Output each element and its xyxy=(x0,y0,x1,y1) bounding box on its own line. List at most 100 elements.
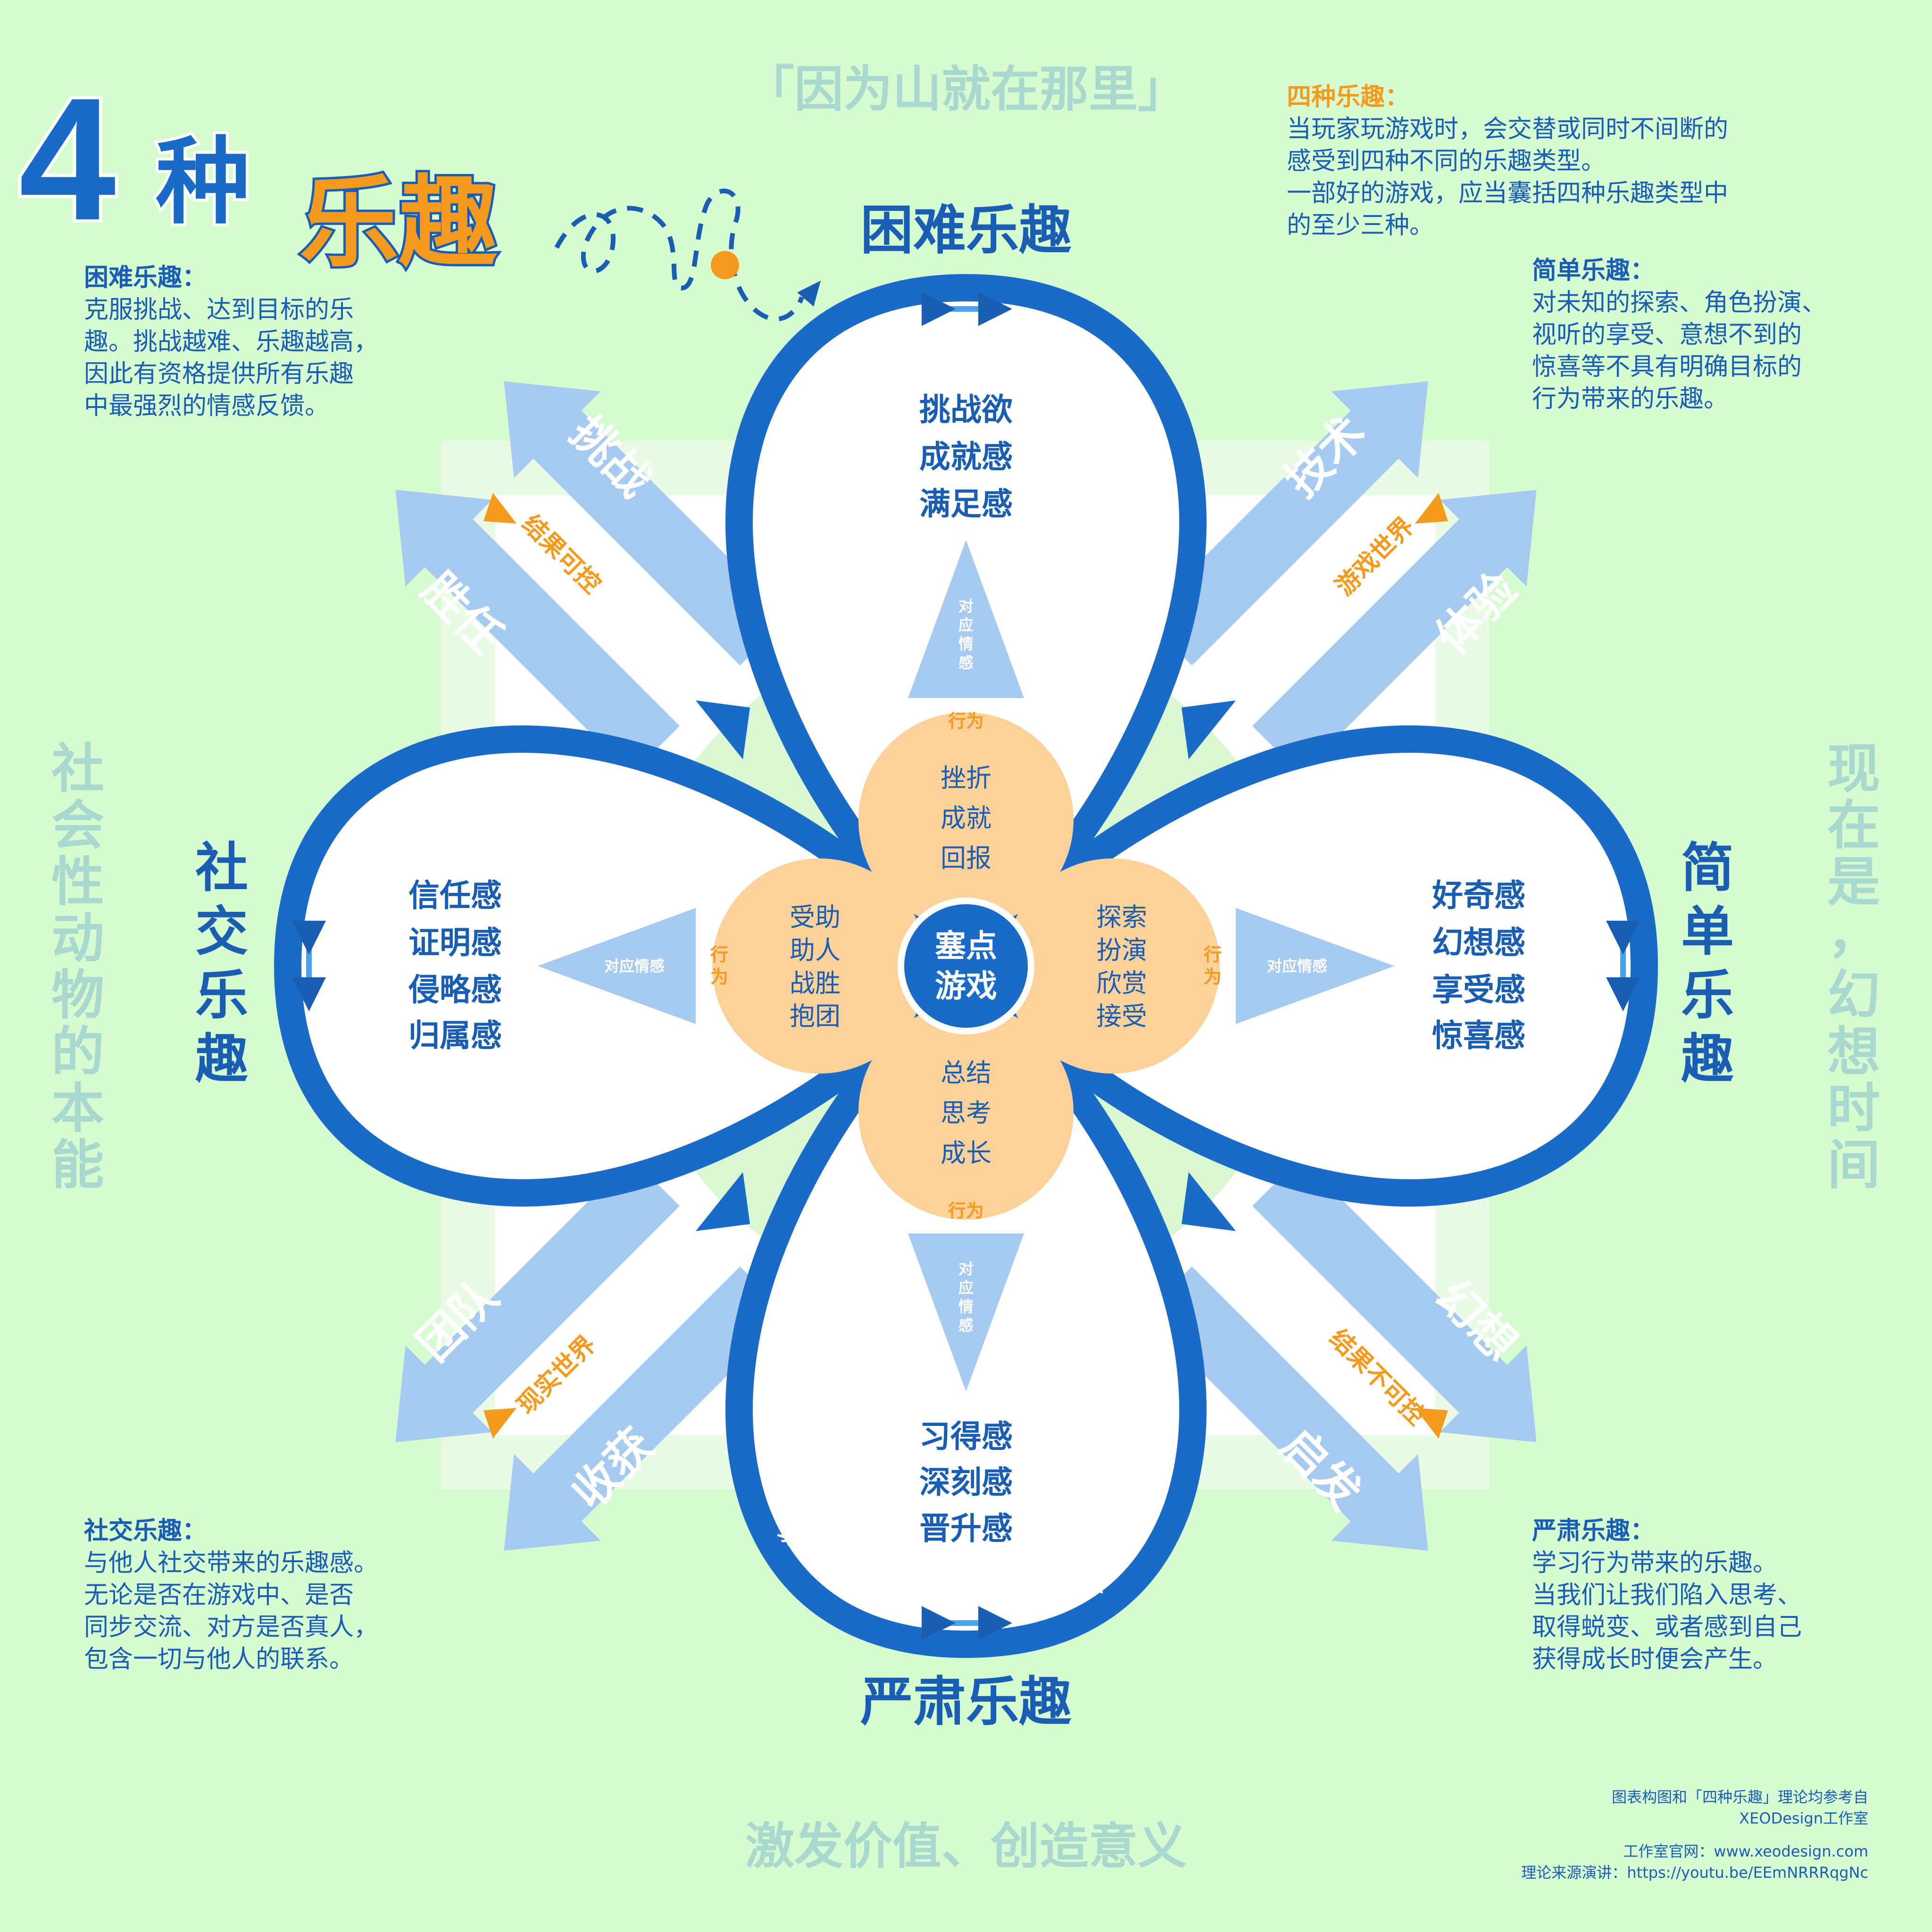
desc-hard-line: 因此有资格提供所有乐趣 xyxy=(84,360,354,388)
intro-line: 感受到四种不同的乐趣类型。 xyxy=(1287,147,1606,175)
behavior-label-easy-1: 行 xyxy=(1204,945,1222,965)
emotion-triangle-easy xyxy=(1236,908,1394,1024)
tag-sw-arrow-icon xyxy=(483,1408,516,1439)
behavior-hard-2: 回报 xyxy=(941,844,991,873)
behavior-hard-0: 挫折 xyxy=(941,764,991,792)
footer-website[interactable]: 工作室官网：www.xeodesign.com xyxy=(1623,1842,1868,1860)
arrow-nw-inner xyxy=(395,490,680,774)
emotion-serious-0: 习得感 xyxy=(919,1419,1013,1454)
behavior-easy-2: 欣赏 xyxy=(1096,969,1147,998)
triangle-sw-icon xyxy=(696,1172,750,1231)
main-heading: 4 种 乐趣 xyxy=(16,58,821,322)
behavior-easy-3: 接受 xyxy=(1096,1002,1147,1031)
intro-block: 四种乐趣： 当玩家玩游戏时，会交替或同时不间断的 感受到四种不同的乐趣类型。 一… xyxy=(1287,81,1728,242)
desc-serious-line: 当我们让我们陷入思考、 xyxy=(1532,1581,1802,1609)
emotion-hard-2: 满足感 xyxy=(919,486,1013,521)
tag-ne-arrow-icon xyxy=(1415,493,1448,524)
desc-easy-line: 视听的享受、意想不到的 xyxy=(1532,321,1802,349)
behavior-easy-0: 探索 xyxy=(1096,903,1147,932)
quote-top: 「因为山就在那里」 xyxy=(745,62,1187,117)
emotion-hard-0: 挑战欲 xyxy=(919,392,1013,427)
side-left-char-6: 本 xyxy=(51,1079,104,1138)
desc-easy-line: 惊喜等不具有明确目标的 xyxy=(1532,353,1802,381)
heading-fun: 乐趣 xyxy=(300,167,498,278)
side-left-char-2: 性 xyxy=(51,853,104,912)
intro-line: 的至少三种。 xyxy=(1287,211,1434,240)
behavior-circle-serious xyxy=(858,1005,1074,1220)
emotion-label-hard-1: 对 xyxy=(958,598,974,615)
desc-serious-line: 取得蜕变、或者感到自己 xyxy=(1532,1613,1802,1641)
tag-nw-arrow-icon xyxy=(483,493,516,524)
behavior-label-easy-2: 为 xyxy=(1204,967,1222,987)
side-left-char-4: 物 xyxy=(51,966,104,1025)
side-left-char-7: 能 xyxy=(51,1136,104,1195)
intro-heading: 四种乐趣： xyxy=(1287,83,1410,111)
petal-title-social-1: 社 xyxy=(195,839,248,898)
emotion-triangle-serious xyxy=(908,1233,1024,1391)
desc-social-line: 包含一切与他人的联系。 xyxy=(84,1645,354,1674)
emotion-label-serious-4: 感 xyxy=(958,1317,974,1334)
desc-hard-line: 趣。挑战越难、乐趣越高， xyxy=(84,328,379,356)
side-left-char-5: 的 xyxy=(51,1023,104,1082)
center-line-1: 塞点 xyxy=(935,928,997,963)
arrow-ne-inner xyxy=(1252,490,1537,774)
arrow-nw-outer xyxy=(504,381,788,666)
desc-hard-line: 克服挑战、达到目标的乐 xyxy=(84,296,354,324)
footer-credit-1: 图表构图和「四种乐趣」理论均参考自 xyxy=(1611,1788,1868,1806)
emotion-label-easy: 对应情感 xyxy=(1267,958,1327,974)
slogan-bottom: 激发价值、创造意义 xyxy=(745,1819,1187,1874)
desc-hard-heading: 困难乐趣： xyxy=(84,264,207,292)
emotion-triangle-hard xyxy=(908,540,1024,698)
behavior-label-social-2: 为 xyxy=(710,967,728,987)
side-right-char-4: 幻 xyxy=(1827,966,1880,1025)
petal-title-hard: 困难乐趣 xyxy=(860,201,1072,260)
side-right-char-2: 是 xyxy=(1827,853,1880,912)
behavior-easy-1: 扮演 xyxy=(1096,936,1147,965)
petal-title-easy-2: 单 xyxy=(1681,902,1734,961)
desc-easy-heading: 简单乐趣： xyxy=(1532,257,1655,285)
behavior-hard-1: 成就 xyxy=(941,804,991,833)
emotion-serious-2: 晋升感 xyxy=(919,1511,1013,1546)
petal-title-serious: 严肃乐趣 xyxy=(860,1673,1072,1732)
behavior-circle-easy xyxy=(1005,858,1220,1074)
petal-title-easy-3: 乐 xyxy=(1681,966,1734,1025)
side-right-char-6: 时 xyxy=(1827,1079,1880,1138)
behavior-label-social-1: 行 xyxy=(710,945,728,965)
side-left-char-3: 动 xyxy=(51,909,104,968)
heading-orange-dot xyxy=(711,251,739,279)
side-right-char-5: 想 xyxy=(1827,1023,1880,1082)
arrow-ne-outer xyxy=(1144,381,1428,666)
behavior-serious-2: 成长 xyxy=(941,1139,991,1167)
behavior-label-serious: 行为 xyxy=(948,1201,984,1221)
petal-title-social-2: 交 xyxy=(195,902,248,961)
petal-title-easy-1: 简 xyxy=(1681,839,1734,898)
desc-easy-block: 简单乐趣： 对未知的探索、角色扮演、 视听的享受、意想不到的 惊喜等不具有明确目… xyxy=(1532,255,1826,415)
emotion-serious-1: 深刻感 xyxy=(919,1465,1013,1499)
behavior-social-1: 助人 xyxy=(790,936,841,965)
behavior-social-2: 战胜 xyxy=(790,969,841,998)
emotion-easy-2: 享受感 xyxy=(1432,972,1525,1007)
behavior-serious-0: 总结 xyxy=(941,1059,991,1087)
side-left-char-0: 社 xyxy=(51,740,104,799)
emotion-easy-3: 惊喜感 xyxy=(1432,1018,1525,1053)
footer-source-link[interactable]: 理论来源演讲：https://youtu.be/EEmNRRRqgNc xyxy=(1521,1864,1868,1882)
emotion-social-1: 证明感 xyxy=(408,925,502,960)
behavior-circle-social xyxy=(712,858,927,1074)
desc-serious-block: 严肃乐趣： 学习行为带来的乐趣。 当我们让我们陷入思考、 取得蜕变、或者感到自己… xyxy=(1532,1515,1802,1675)
arrow-se-outer xyxy=(1144,1266,1428,1551)
side-left-char-1: 会 xyxy=(51,796,104,855)
arrow-se-inner xyxy=(1252,1158,1537,1442)
petal-title-social-3: 乐 xyxy=(195,966,248,1025)
emotion-triangle-social xyxy=(538,908,696,1024)
emotion-label-hard-4: 感 xyxy=(958,654,974,671)
emotion-label-serious-3: 情 xyxy=(958,1298,974,1315)
triangle-ne-icon xyxy=(1182,700,1236,759)
emotion-social-0: 信任感 xyxy=(408,878,502,913)
side-right: 现 在 是 ， 幻 想 时 间 xyxy=(1827,740,1880,1195)
center-circle xyxy=(898,898,1034,1034)
heading-path-arrow-icon xyxy=(797,281,821,307)
emotion-label-serious-1: 对 xyxy=(958,1260,974,1277)
swap-arrows xyxy=(292,292,1640,1640)
triangle-nw-icon xyxy=(696,700,750,759)
